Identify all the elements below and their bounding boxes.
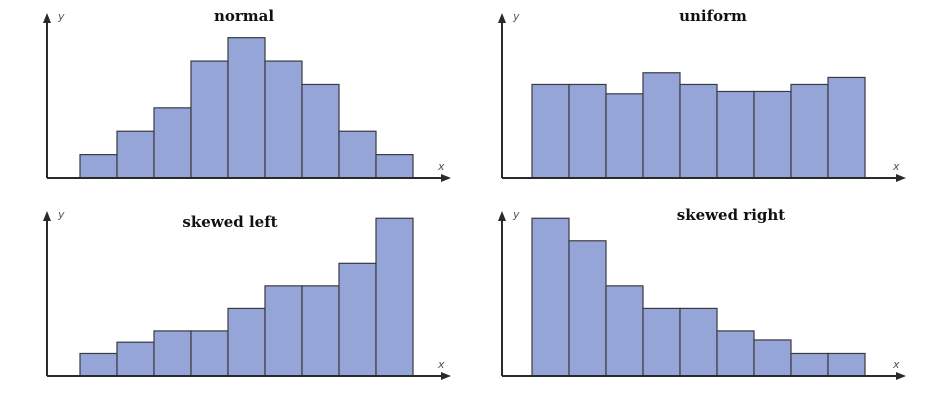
bar-skewed-left-4 [190,330,229,377]
bar-skewed-right-5 [679,307,718,377]
bar-normal-3 [153,107,192,179]
bar-skewed-left-1 [79,352,118,377]
y-axis-arrow-normal [43,13,51,23]
x-axis-arrow-normal [441,174,451,182]
chart-title-skewed-right: skewed right [677,206,786,224]
bar-skewed-left-5 [227,307,266,377]
bars-normal [79,37,414,179]
bar-skewed-left-6 [264,285,303,377]
bar-uniform-7 [753,90,792,179]
bar-normal-2 [116,130,155,179]
bar-skewed-right-4 [642,307,681,377]
y-axis-label-uniform: y [512,10,520,23]
bar-skewed-right-3 [605,285,644,377]
bar-skewed-left-3 [153,330,192,377]
bars-skewed-left [79,217,414,377]
y-axis-arrow-uniform [498,13,506,23]
bar-skewed-left-9 [375,217,414,377]
bar-uniform-1 [531,83,570,179]
bar-uniform-5 [679,83,718,179]
bar-uniform-3 [605,93,644,179]
bar-uniform-2 [568,83,607,179]
chart-title-normal: normal [214,7,274,25]
y-axis-label-skewed-right: y [512,208,520,221]
chart-title-skewed-left: skewed left [182,213,277,231]
bar-normal-9 [375,154,414,179]
chart-normal: normal y x [43,7,451,182]
x-axis-label-normal: x [437,160,445,173]
chart-title-uniform: uniform [679,7,747,25]
bar-normal-6 [264,60,303,179]
bar-normal-4 [190,60,229,179]
bar-skewed-left-2 [116,341,155,377]
chart-skewed-right: skewed right y x [498,206,906,380]
bar-skewed-right-7 [753,339,792,377]
bar-skewed-right-6 [716,330,755,377]
x-axis-label-skewed-right: x [892,358,900,371]
bar-skewed-left-8 [338,262,377,377]
bar-uniform-8 [790,83,829,179]
bars-uniform [531,72,866,179]
bar-uniform-6 [716,90,755,179]
bar-normal-7 [301,83,340,179]
bar-skewed-left-7 [301,285,340,377]
bar-uniform-4 [642,72,681,179]
chart-uniform: uniform y x [498,7,906,182]
bar-normal-5 [227,37,266,179]
bar-uniform-9 [827,76,866,179]
bars-skewed-right [531,217,866,377]
bar-normal-1 [79,154,118,179]
x-axis-label-uniform: x [892,160,900,173]
bar-skewed-right-9 [827,352,866,377]
x-axis-arrow-skewed-left [441,372,451,380]
y-axis-arrow-skewed-left [43,211,51,221]
x-axis-arrow-skewed-right [896,372,906,380]
y-axis-label-normal: y [57,10,65,23]
bar-skewed-right-8 [790,352,829,377]
chart-skewed-left: skewed left y x [43,208,451,380]
y-axis-arrow-skewed-right [498,211,506,221]
bar-normal-8 [338,130,377,179]
x-axis-arrow-uniform [896,174,906,182]
bar-skewed-right-1 [531,217,570,377]
bar-skewed-right-2 [568,240,607,377]
y-axis-label-skewed-left: y [57,208,65,221]
x-axis-label-skewed-left: x [437,358,445,371]
